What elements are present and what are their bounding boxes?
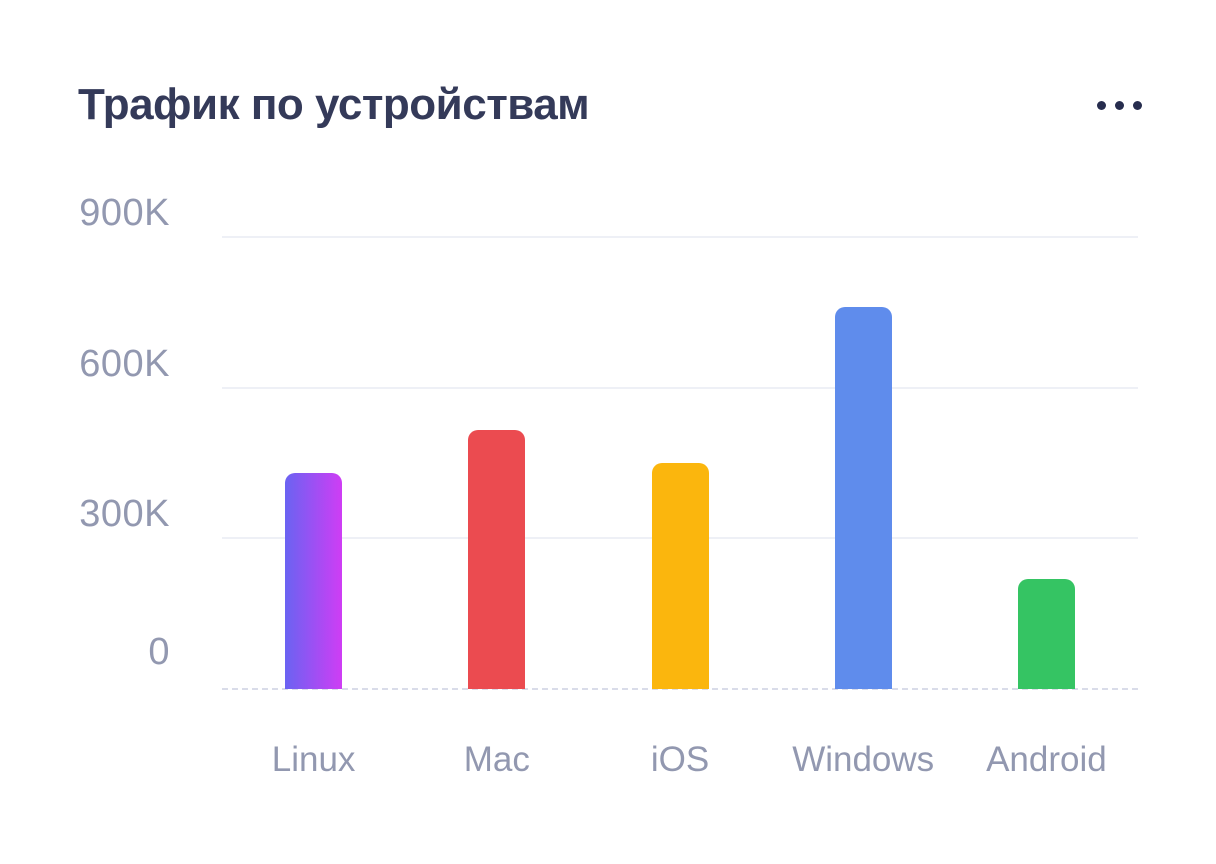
y-gridline — [222, 236, 1138, 238]
ellipsis-icon — [1132, 100, 1142, 110]
y-axis-tick-label: 900K — [79, 192, 170, 234]
y-axis-tick-label: 300K — [79, 493, 170, 536]
y-axis-tick-label: 600K — [79, 342, 170, 385]
y-gridline — [222, 386, 1138, 389]
bar-windows[interactable] — [834, 307, 892, 689]
bar-android[interactable] — [1017, 578, 1075, 689]
bar-ios[interactable] — [651, 463, 709, 689]
more-options-button[interactable] — [1084, 86, 1154, 124]
y-axis-tick-label: 0 — [148, 631, 170, 673]
x-axis-line — [222, 688, 1138, 690]
x-axis-tick-label: Linux — [271, 740, 356, 779]
ellipsis-icon — [1096, 100, 1106, 110]
bar-linux[interactable] — [285, 473, 343, 689]
x-axis-tick-label: Mac — [463, 740, 530, 779]
x-axis-tick-label: iOS — [650, 740, 710, 779]
ellipsis-icon — [1114, 100, 1124, 110]
x-axis-tick-label: Windows — [792, 740, 935, 779]
chart-title: Трафик по устройствам — [78, 80, 590, 129]
x-axis-tick-label: Android — [986, 740, 1107, 779]
bar-mac[interactable] — [468, 430, 526, 689]
